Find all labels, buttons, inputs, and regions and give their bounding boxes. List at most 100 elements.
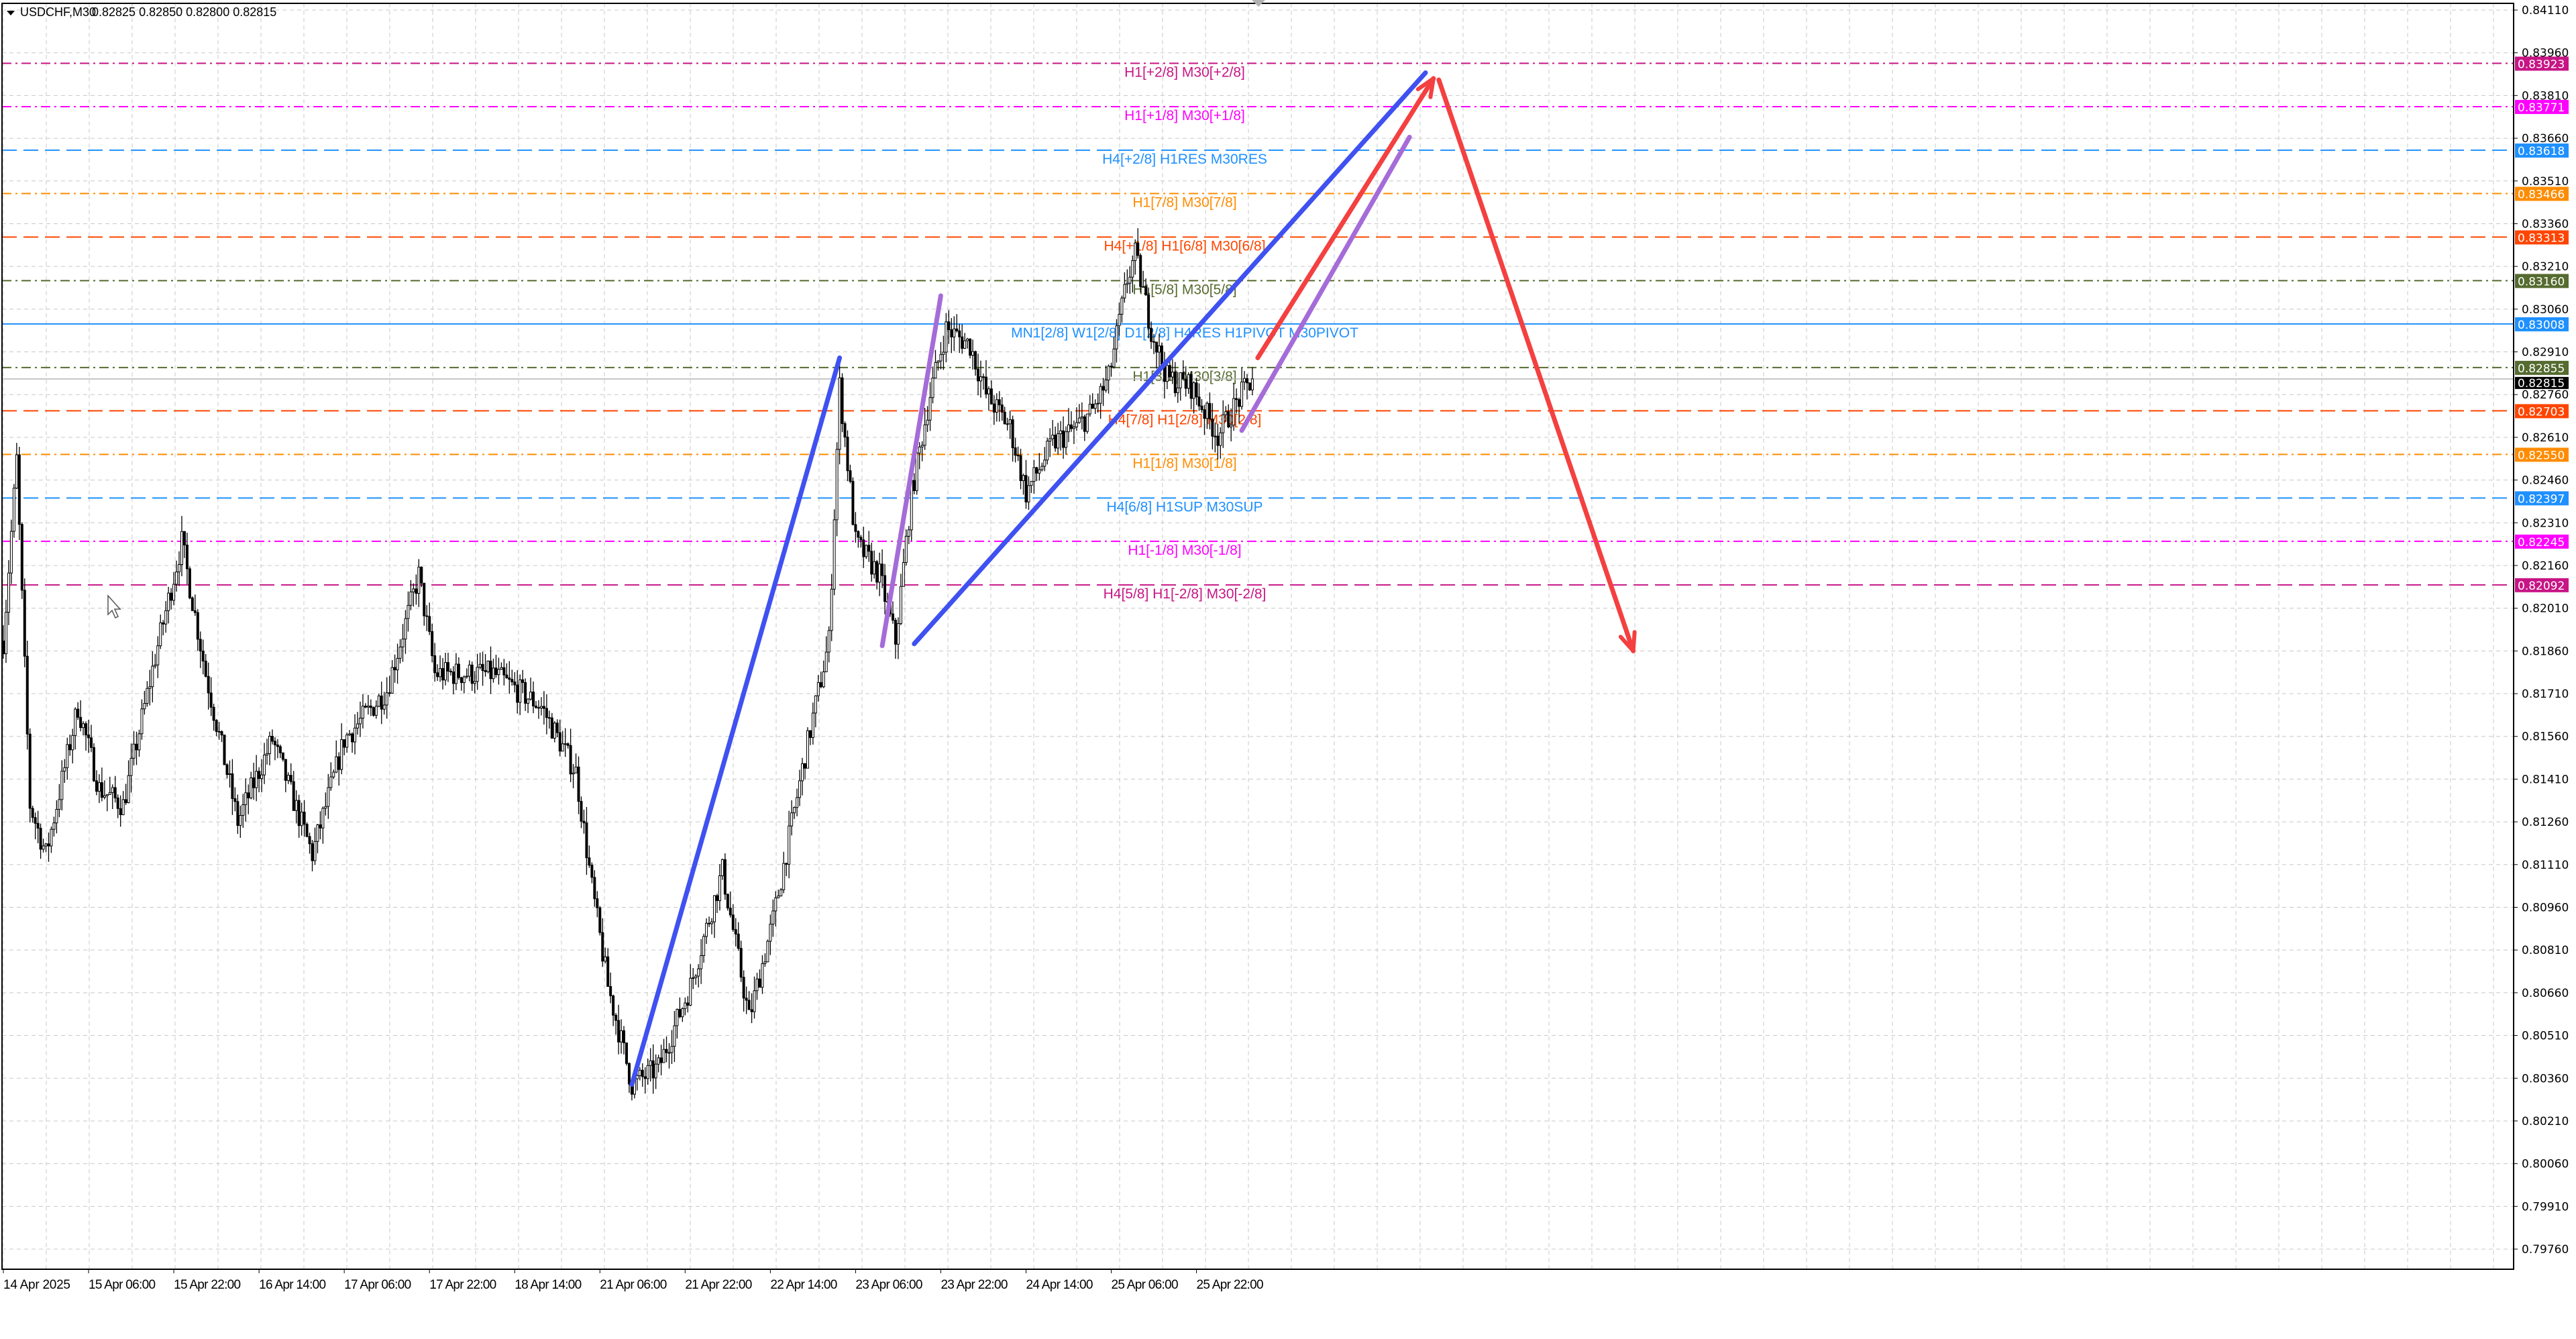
candle-body xyxy=(939,354,943,362)
candle-body xyxy=(473,681,476,684)
candle xyxy=(439,655,442,682)
candle xyxy=(417,559,421,607)
arrow-line[interactable] xyxy=(1255,76,1436,360)
candle xyxy=(625,1042,628,1066)
candle xyxy=(1243,371,1246,390)
candle xyxy=(1115,319,1118,363)
candle-body xyxy=(816,682,820,696)
candle xyxy=(223,735,226,765)
candle xyxy=(753,976,756,1019)
x-tick-label: 23 Apr 22:00 xyxy=(941,1278,1008,1292)
candle-body xyxy=(625,1042,628,1064)
candle xyxy=(164,600,168,633)
drawings[interactable] xyxy=(629,70,1637,1087)
candle xyxy=(1250,367,1254,396)
time-axis[interactable]: 14 Apr 2025 15 Apr 06:00 15 Apr 22:00 16 Ap… xyxy=(3,1269,1264,1292)
candle xyxy=(188,566,191,600)
candle-body xyxy=(7,572,10,613)
trend-line[interactable] xyxy=(912,70,1428,647)
candle xyxy=(193,594,197,617)
candle xyxy=(241,794,245,828)
candle-body xyxy=(428,616,431,632)
mouse-cursor-icon xyxy=(107,594,121,619)
candle xyxy=(1088,394,1091,417)
candle xyxy=(191,596,194,611)
candle xyxy=(60,760,64,811)
candle-body xyxy=(332,771,335,778)
candle-body xyxy=(1000,405,1004,413)
candle xyxy=(1110,362,1113,377)
candle-body xyxy=(340,739,343,770)
x-tick-label: 25 Apr 22:00 xyxy=(1197,1278,1264,1292)
candle-body xyxy=(710,921,714,924)
candle-body xyxy=(247,792,250,798)
candle xyxy=(953,316,956,352)
y-tick-label: 0.82160 xyxy=(2522,559,2569,573)
candle xyxy=(441,657,445,690)
candle xyxy=(918,442,921,470)
level-label: H4[7/8] H1[2/8] M30[2/8] xyxy=(1108,412,1262,427)
candle-body xyxy=(393,667,396,671)
candle xyxy=(692,968,695,989)
candle xyxy=(1046,437,1049,465)
price-axis[interactable]: 0.841100.839600.838100.836600.835100.833… xyxy=(2514,4,2569,1256)
candle-body xyxy=(164,610,168,625)
candle xyxy=(462,675,466,694)
trend-line[interactable] xyxy=(1239,134,1412,433)
candle-body xyxy=(199,639,202,652)
candle-body xyxy=(963,340,967,349)
candle-body xyxy=(763,961,767,964)
candle-body xyxy=(1049,438,1052,442)
candle xyxy=(337,752,341,786)
candle xyxy=(1011,415,1014,462)
candle-body xyxy=(1085,413,1089,432)
candle xyxy=(1235,388,1238,414)
candle-body xyxy=(1176,387,1179,394)
chart-shift-marker-icon[interactable] xyxy=(1252,0,1265,7)
candle xyxy=(97,774,101,804)
candle xyxy=(827,626,830,663)
candle xyxy=(185,532,189,584)
candle xyxy=(1173,362,1177,397)
candle-body xyxy=(1027,485,1030,502)
candle-body xyxy=(497,669,500,676)
candle xyxy=(36,810,40,843)
candle xyxy=(404,610,407,654)
candle-body xyxy=(665,1049,668,1053)
candle xyxy=(354,714,357,755)
dropdown-triangle-icon[interactable] xyxy=(7,11,15,15)
level-price-box xyxy=(2515,143,2569,158)
trend-line[interactable] xyxy=(879,293,943,649)
candle xyxy=(720,858,724,880)
candle xyxy=(511,670,514,686)
arrow-line[interactable] xyxy=(1436,77,1636,653)
candle xyxy=(1238,397,1241,423)
candle-body xyxy=(377,695,380,707)
candle xyxy=(734,918,737,947)
candle-body xyxy=(912,480,916,491)
x-tick-label: 14 Apr 2025 xyxy=(3,1278,70,1292)
candle-body xyxy=(822,672,825,688)
candle-body xyxy=(121,799,125,815)
trend-line[interactable] xyxy=(629,355,843,1087)
candle xyxy=(481,651,484,686)
candle-body xyxy=(382,704,386,710)
candle xyxy=(989,380,993,405)
candle-body xyxy=(1222,414,1225,433)
level-price-label: 0.83771 xyxy=(2518,101,2565,115)
candle xyxy=(646,1058,649,1085)
candle-body xyxy=(811,712,814,738)
y-tick-label: 0.82610 xyxy=(2522,431,2569,445)
y-tick-label: 0.81110 xyxy=(2522,859,2569,872)
y-tick-label: 0.82010 xyxy=(2522,602,2569,616)
candle-body xyxy=(641,1069,644,1077)
candle xyxy=(1155,341,1159,369)
x-tick-label: 16 Apr 14:00 xyxy=(259,1278,326,1292)
candle-body xyxy=(305,824,309,837)
candle-body xyxy=(135,743,138,751)
candle xyxy=(502,659,506,686)
candle-body xyxy=(947,321,951,330)
candle xyxy=(446,652,449,682)
candle xyxy=(449,668,452,676)
